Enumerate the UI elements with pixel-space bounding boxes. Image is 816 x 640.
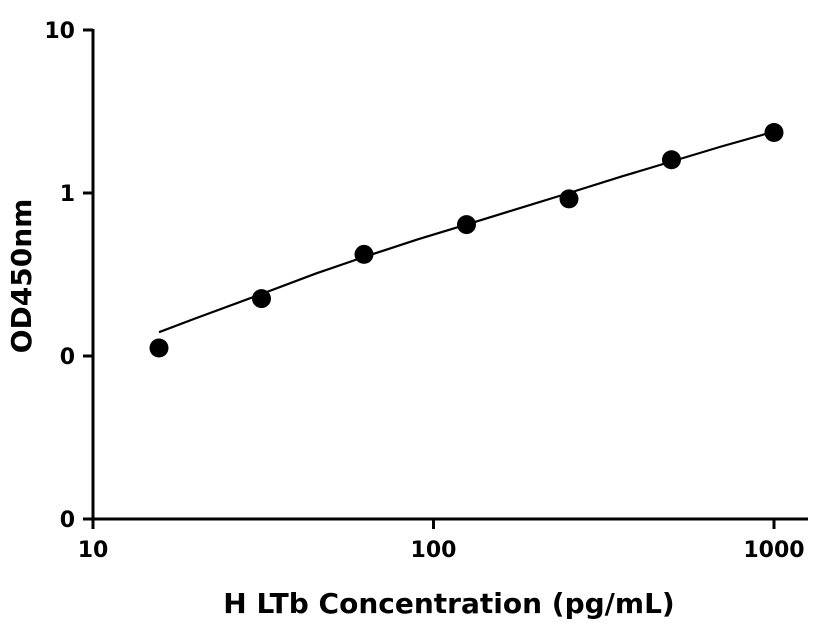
data-point-0-0 — [149, 338, 169, 358]
data-point-0-1 — [251, 289, 271, 309]
data-point-0-4 — [559, 189, 579, 209]
x-tick-label-0: 10 — [78, 538, 109, 563]
y-axis-title: OD450nm — [5, 199, 38, 354]
x-tick-label-1: 100 — [411, 538, 457, 563]
y-tick-label-0: 0 — [60, 508, 75, 533]
data-point-0-5 — [661, 150, 681, 170]
data-point-0-6 — [764, 123, 784, 143]
y-tick-label-1: 0 — [60, 345, 75, 370]
data-point-0-3 — [456, 215, 476, 235]
y-tick-label-2: 1 — [60, 182, 75, 207]
x-axis-title: H LTb Concentration (pg/mL) — [223, 587, 674, 620]
plot-area: 0 0 1 10 10 100 1000 — [44, 19, 808, 563]
y-tick-label-3: 10 — [44, 19, 75, 44]
x-tick-label-2: 1000 — [743, 538, 804, 563]
data-point-0-2 — [354, 244, 374, 264]
